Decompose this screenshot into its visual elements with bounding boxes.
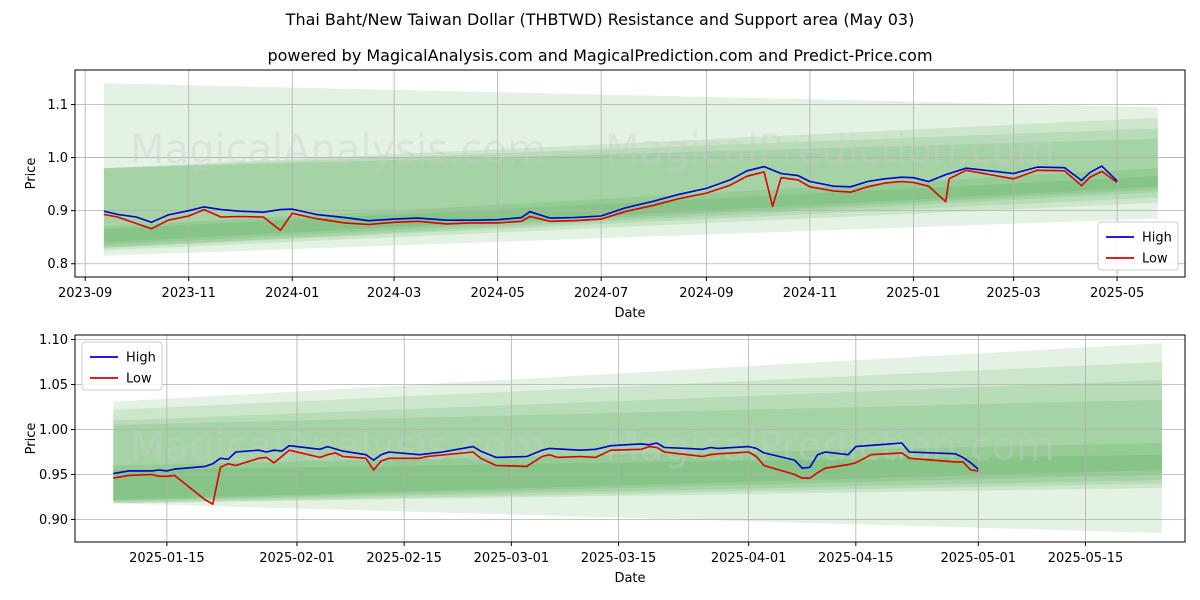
series-line-high	[113, 442, 979, 475]
x-tick-label: 2025-03-01	[474, 551, 550, 566]
x-tick-label: 2025-04-01	[711, 551, 787, 566]
x-tick-label: 2025-05-01	[941, 551, 1017, 566]
watermark-text: MagicalPrediction.com	[605, 127, 1055, 173]
x-tick-label: 2023-09	[58, 286, 112, 301]
watermark-text: MagicalAnalysis.com	[130, 424, 546, 470]
x-tick-label: 2025-02-01	[259, 551, 335, 566]
series-line-high	[103, 165, 1118, 224]
x-axis-label: Date	[614, 306, 645, 321]
y-axis-label: Price	[24, 423, 39, 455]
chart-subtitle: powered by MagicalAnalysis.com and Magic…	[267, 46, 933, 65]
watermark-text: MagicalPrediction.com	[605, 424, 1055, 470]
x-tick-label: 2024-07	[574, 286, 628, 301]
y-axis-label: Price	[24, 158, 39, 190]
plot-area-1: MagicalAnalysis.com MagicalPrediction.com	[75, 70, 1185, 277]
y-tick-label: 1.10	[39, 333, 68, 348]
x-tick-label: 2024-05	[470, 286, 524, 301]
plot-frame	[74, 69, 1186, 278]
resistance-support-band	[113, 454, 1163, 500]
x-tick-label: 2025-05	[1090, 286, 1144, 301]
resistance-support-band	[103, 128, 1158, 248]
y-tick-label: 1.05	[39, 378, 68, 393]
y-tick-label: 0.9	[47, 204, 68, 219]
y-tick-label: 1.0	[47, 151, 68, 166]
legend: High Low	[81, 341, 163, 391]
x-tick-label: 2025-03	[986, 286, 1040, 301]
x-tick-label: 2025-02-15	[366, 551, 442, 566]
resistance-support-band	[113, 399, 1163, 502]
legend-label-high: High	[1142, 231, 1172, 246]
resistance-support-band	[103, 83, 1158, 256]
legend-label-high: High	[126, 351, 156, 366]
watermark-text: MagicalAnalysis.com	[130, 127, 546, 173]
x-tick-label: 2024-01	[265, 286, 319, 301]
resistance-support-band	[113, 380, 1163, 504]
resistance-support-band	[103, 176, 1158, 243]
legend-label-low: Low	[126, 372, 152, 387]
x-tick-label: 2025-03-15	[581, 551, 657, 566]
x-tick-label: 2024-09	[679, 286, 733, 301]
y-tick-label: 1.00	[39, 423, 68, 438]
resistance-support-band	[113, 443, 1163, 501]
y-tick-label: 1.1	[47, 98, 68, 113]
plot-frame	[74, 334, 1186, 543]
series-line-low	[113, 445, 979, 505]
legend: High Low	[1097, 221, 1179, 271]
y-tick-label: 0.90	[39, 513, 68, 528]
x-tick-label: 2025-05-15	[1048, 551, 1124, 566]
x-tick-label: 2024-03	[367, 286, 421, 301]
x-tick-label: 2024-11	[783, 286, 837, 301]
x-axis-label: Date	[614, 571, 645, 586]
resistance-support-band	[103, 117, 1158, 251]
legend-label-low: Low	[1142, 252, 1168, 267]
x-tick-label: 2023-11	[162, 286, 216, 301]
plot-area-2: MagicalAnalysis.com MagicalPrediction.com	[75, 335, 1185, 542]
series-line-low	[103, 169, 1118, 232]
chart-title: Thai Baht/New Taiwan Dollar (THBTWD) Res…	[285, 10, 915, 29]
y-tick-label: 0.95	[39, 468, 68, 483]
x-tick-label: 2025-01-15	[129, 551, 205, 566]
x-tick-label: 2025-04-15	[818, 551, 894, 566]
y-tick-label: 0.8	[47, 257, 68, 272]
x-tick-label: 2025-01	[886, 286, 940, 301]
resistance-support-band	[113, 343, 1163, 533]
